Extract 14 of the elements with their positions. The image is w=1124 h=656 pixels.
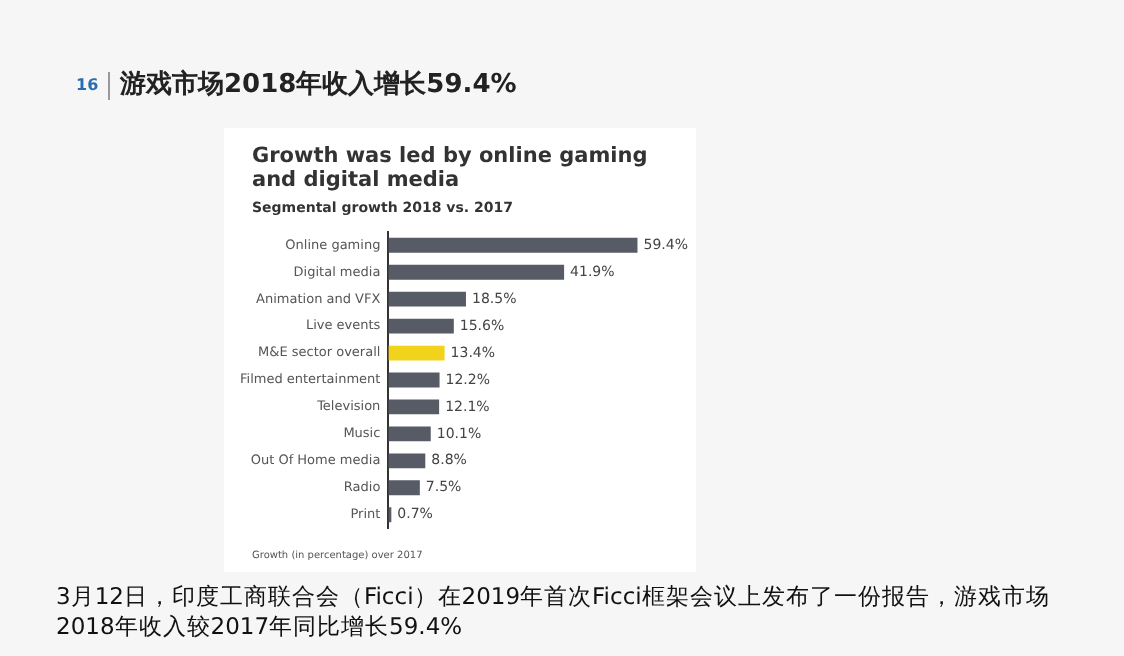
bar (388, 480, 420, 496)
chart-title: Growth was led by online gaming and digital media (252, 144, 650, 192)
bar (388, 264, 565, 280)
text: 3月12日，印度工商联合会（Ficci）在2019年首次Ficci框架会议上发布了一份报告，游戏市场2018年收入较2017年同比增长59.4% (56, 582, 1052, 642)
bar (388, 291, 466, 307)
text: 游戏市场2018年收入增长59.4% (120, 67, 517, 102)
bar (388, 453, 426, 469)
text: 16 (76, 72, 111, 100)
bar (388, 318, 454, 334)
bar (388, 237, 638, 253)
bar (388, 426, 431, 442)
bar (388, 372, 440, 388)
bar (388, 345, 445, 361)
bar (388, 399, 440, 415)
